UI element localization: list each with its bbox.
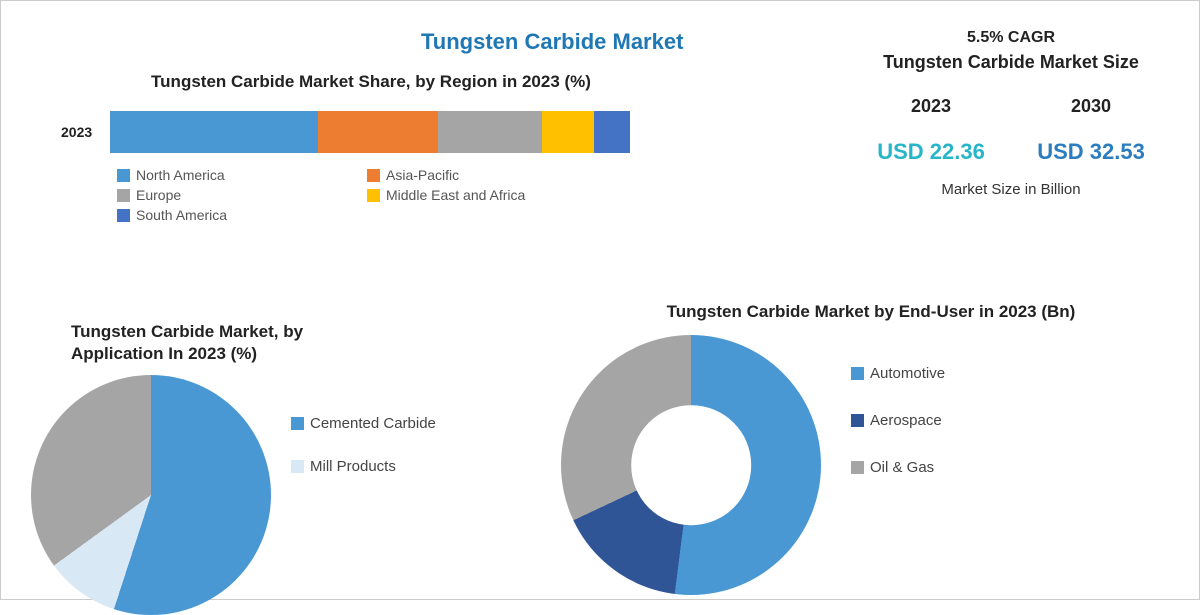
donut-hole	[631, 405, 751, 525]
legend-item: Cemented Carbide	[291, 415, 511, 432]
application-pie-title: Tungsten Carbide Market, by Application …	[71, 321, 391, 365]
legend-item: Middle East and Africa	[367, 187, 617, 203]
legend-item: Oil & Gas	[851, 459, 1031, 476]
application-pie-chart: Tungsten Carbide Market, by Application …	[31, 321, 591, 615]
legend-item: Aerospace	[851, 412, 1031, 429]
legend-swatch	[117, 169, 130, 182]
legend-label: Mill Products	[310, 458, 396, 475]
legend-swatch	[291, 460, 304, 473]
market-size-unit: Market Size in Billion	[851, 181, 1171, 198]
legend-swatch	[367, 189, 380, 202]
region-legend: North America Asia-Pacific Europe Middle Ea…	[117, 167, 637, 227]
legend-item: Europe	[117, 187, 367, 203]
year-2023: 2023	[911, 96, 951, 117]
stacked-segment	[110, 111, 318, 153]
legend-label: Cemented Carbide	[310, 415, 436, 432]
region-year-label: 2023	[61, 124, 92, 140]
legend-item: Automotive	[851, 365, 1031, 382]
legend-item: North America	[117, 167, 367, 183]
enduser-donut-title: Tungsten Carbide Market by End-User in 2…	[561, 301, 1181, 323]
legend-label: Oil & Gas	[870, 459, 934, 476]
region-share-title: Tungsten Carbide Market Share, by Region…	[61, 71, 681, 93]
legend-swatch	[367, 169, 380, 182]
region-share-chart: Tungsten Carbide Market Share, by Region…	[61, 71, 681, 227]
legend-label: Automotive	[870, 365, 945, 382]
legend-swatch	[117, 209, 130, 222]
stacked-segment	[318, 111, 438, 153]
value-2023: USD 22.36	[877, 139, 985, 165]
cagr-label: 5.5% CAGR	[851, 29, 1171, 47]
stacked-bar	[110, 111, 630, 153]
stacked-segment	[438, 111, 542, 153]
stacked-segment	[594, 111, 630, 153]
enduser-donut-chart: Tungsten Carbide Market by End-User in 2…	[561, 301, 1181, 595]
legend-label: Aerospace	[870, 412, 942, 429]
pie-legend: Cemented Carbide Mill Products	[291, 415, 511, 501]
value-2030: USD 32.53	[1037, 139, 1145, 165]
legend-item: Mill Products	[291, 458, 511, 475]
legend-label: Europe	[136, 187, 181, 203]
market-size-panel: 5.5% CAGR Tungsten Carbide Market Size 2…	[851, 29, 1171, 198]
stacked-segment	[542, 111, 594, 153]
legend-swatch	[291, 417, 304, 430]
legend-swatch	[851, 367, 864, 380]
legend-item: South America	[117, 207, 367, 223]
legend-swatch	[117, 189, 130, 202]
legend-item: Asia-Pacific	[367, 167, 617, 183]
main-title: Tungsten Carbide Market	[421, 29, 683, 55]
legend-swatch	[851, 461, 864, 474]
year-2030: 2030	[1071, 96, 1111, 117]
donut-legend: Automotive Aerospace Oil & Gas	[851, 365, 1031, 506]
legend-swatch	[851, 414, 864, 427]
market-size-title: Tungsten Carbide Market Size	[851, 51, 1171, 74]
pie-chart	[31, 375, 271, 615]
donut-chart	[561, 335, 821, 595]
legend-label: Asia-Pacific	[386, 167, 459, 183]
legend-label: South America	[136, 207, 227, 223]
legend-label: Middle East and Africa	[386, 187, 525, 203]
legend-label: North America	[136, 167, 225, 183]
